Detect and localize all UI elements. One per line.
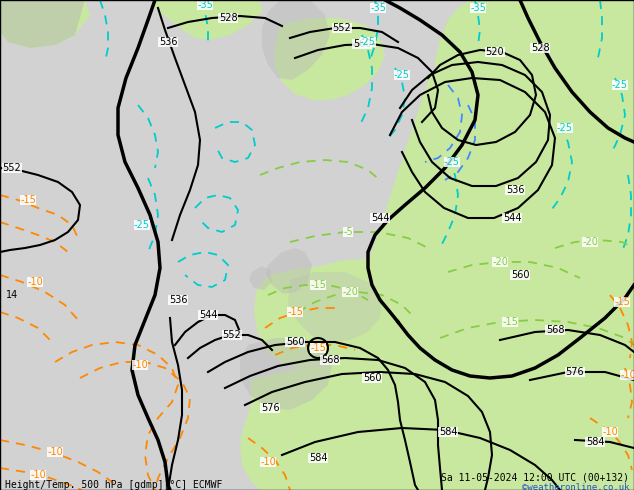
Polygon shape [150,0,262,40]
Text: -20: -20 [342,287,358,297]
Text: 576: 576 [261,403,280,413]
Text: 576: 576 [566,367,585,377]
Text: -20: -20 [492,257,508,267]
Polygon shape [275,18,385,100]
Text: -15: -15 [310,343,326,353]
Polygon shape [0,0,85,48]
Text: -25: -25 [134,220,150,230]
Text: 544: 544 [198,310,217,320]
Text: 552: 552 [223,330,242,340]
Text: -15: -15 [287,307,303,317]
Text: 520: 520 [486,47,504,57]
Text: -25: -25 [612,80,628,90]
Polygon shape [254,268,370,368]
Polygon shape [0,0,90,48]
Text: 584: 584 [309,453,327,463]
Text: 552: 552 [333,23,351,33]
Text: -25: -25 [557,123,573,133]
Text: ©weatheronline.co.uk: ©weatheronline.co.uk [522,483,629,490]
Polygon shape [266,248,312,294]
Polygon shape [300,410,634,490]
Polygon shape [240,365,448,490]
Text: -15: -15 [614,297,630,307]
Text: 544: 544 [503,213,521,223]
Text: -35: -35 [470,3,486,13]
Text: 528: 528 [531,43,549,53]
Text: -25: -25 [360,37,376,47]
Text: 536: 536 [158,37,178,47]
Text: -10: -10 [47,447,63,457]
Text: 584: 584 [439,427,457,437]
Text: -15: -15 [502,317,518,327]
Text: -25: -25 [444,157,460,167]
Polygon shape [240,338,332,410]
Text: -10: -10 [260,457,276,467]
Text: -35: -35 [370,3,386,13]
Text: -10: -10 [30,470,46,480]
Polygon shape [249,266,272,290]
Text: Height/Temp. 500 hPa [gdmp][°C] ECMWF: Height/Temp. 500 hPa [gdmp][°C] ECMWF [5,480,223,490]
Text: 568: 568 [546,325,564,335]
Polygon shape [280,258,478,388]
Text: -15: -15 [20,195,36,205]
Text: -25: -25 [394,70,410,80]
Text: -5: -5 [343,227,353,237]
Text: -10: -10 [620,370,634,380]
Text: 560: 560 [363,373,381,383]
Text: 568: 568 [321,355,339,365]
Polygon shape [310,0,634,182]
Polygon shape [262,0,330,80]
Text: -20: -20 [582,237,598,247]
Text: 544: 544 [371,213,389,223]
Text: 552: 552 [3,163,22,173]
Text: 560: 560 [286,337,304,347]
Text: 584: 584 [586,437,604,447]
Text: -10: -10 [602,427,618,437]
Text: -10: -10 [132,360,148,370]
Text: Sa 11-05-2024 12:00 UTC (00+132): Sa 11-05-2024 12:00 UTC (00+132) [441,472,629,482]
Text: 560: 560 [353,39,372,49]
Polygon shape [288,272,382,342]
Text: -15: -15 [310,280,326,290]
Text: 14: 14 [6,290,18,300]
Text: -10: -10 [27,277,43,287]
Text: 528: 528 [219,13,237,23]
Text: -35: -35 [197,0,213,10]
Text: 560: 560 [511,270,529,280]
Text: 536: 536 [506,185,524,195]
Polygon shape [320,340,634,490]
Polygon shape [310,65,634,490]
Text: 536: 536 [169,295,187,305]
